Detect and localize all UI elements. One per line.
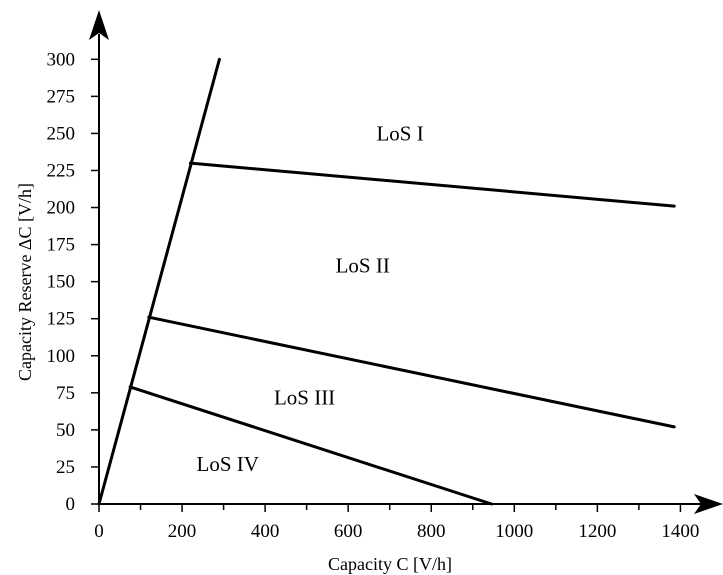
region-label-1: LoS I xyxy=(376,121,423,145)
x-axis-arrow xyxy=(694,494,723,514)
y-tick-label: 0 xyxy=(66,494,76,515)
y-tick-label: 225 xyxy=(47,160,76,181)
boundary-line-4 xyxy=(128,385,493,506)
x-tick-label: 600 xyxy=(334,521,363,542)
y-tick-label: 175 xyxy=(47,235,76,256)
y-axis-arrow xyxy=(89,10,109,40)
y-tick-label: 200 xyxy=(47,198,76,219)
y-tick-label: 75 xyxy=(56,383,75,404)
axes: 0 25 50 75 100 125 150 175 200 225 250 275 300 0 200 40… xyxy=(47,10,723,542)
y-tick-label: 250 xyxy=(47,123,76,144)
x-tick-label: 0 xyxy=(94,521,104,542)
y-tick-label: 50 xyxy=(56,420,75,441)
y-tick-label: 25 xyxy=(56,457,75,478)
region-labels: LoS I LoS II LoS III LoS IV xyxy=(197,121,424,476)
y-tick-label: 125 xyxy=(47,309,76,330)
x-tick-label: 1400 xyxy=(661,521,699,542)
y-axis-title: Capacity Reserve ΔC [V/h] xyxy=(15,183,35,381)
x-tick-label: 400 xyxy=(251,521,280,542)
x-tick-label: 800 xyxy=(417,521,446,542)
region-label-4: LoS IV xyxy=(197,452,259,476)
boundary-line-2 xyxy=(188,161,676,208)
boundary-line-1 xyxy=(97,57,221,506)
y-tick-label: 275 xyxy=(47,86,76,107)
boundary-line-3 xyxy=(147,315,676,429)
x-tick-label: 1200 xyxy=(578,521,616,542)
y-tick-label: 100 xyxy=(47,346,76,367)
y-tick-label: 150 xyxy=(47,272,76,293)
region-label-2: LoS II xyxy=(336,253,390,277)
x-axis-title: Capacity C [V/h] xyxy=(328,554,452,574)
region-label-3: LoS III xyxy=(274,385,335,409)
series-lines xyxy=(97,57,676,506)
x-tick-label: 1000 xyxy=(495,521,533,542)
y-tick-label: 300 xyxy=(47,49,76,70)
x-tick-label: 200 xyxy=(168,521,197,542)
